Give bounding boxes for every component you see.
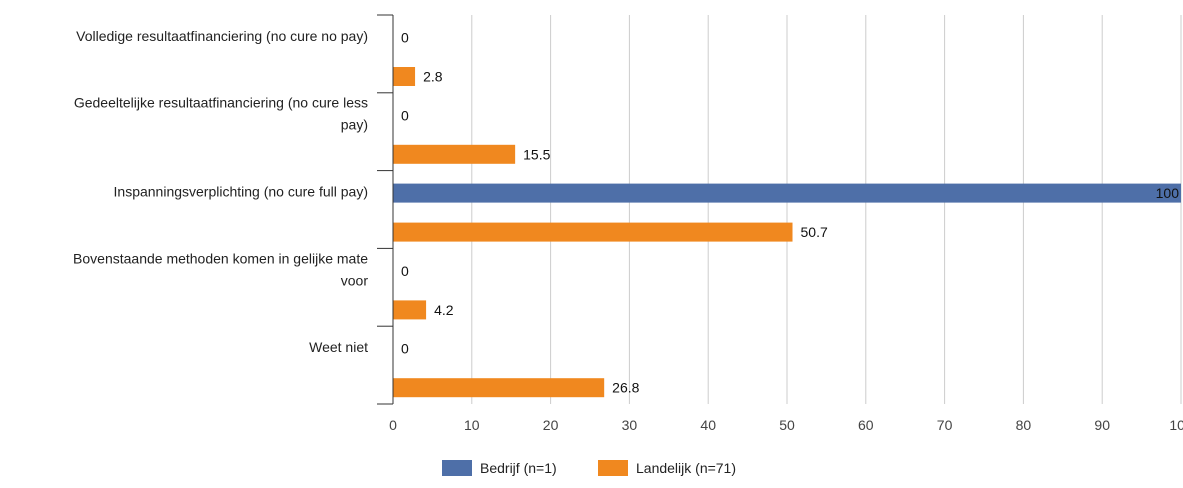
data-label: 100 (1156, 185, 1180, 201)
category-label: Gedeeltelijke resultaatfinanciering (no … (74, 95, 368, 111)
bar (393, 67, 416, 86)
category-label: Weet niet (309, 339, 368, 355)
legend-label: Bedrijf (n=1) (480, 460, 557, 476)
axes (377, 14, 394, 405)
category-label: Bovenstaande methoden komen in gelijke m… (73, 250, 368, 266)
bar (393, 222, 793, 242)
legend: Bedrijf (n=1) Landelijk (n=71) (442, 460, 736, 476)
x-tick-label: 0 (389, 417, 397, 433)
x-tick-label: 80 (1016, 417, 1032, 433)
bar (393, 144, 516, 164)
x-tick-label: 100 (1169, 417, 1183, 433)
x-tick-label: 60 (858, 417, 874, 433)
legend-swatch (442, 460, 472, 476)
data-label: 0 (401, 107, 409, 123)
category-label: voor (341, 272, 369, 288)
bar (393, 300, 427, 320)
legend-swatch (598, 460, 628, 476)
legend-label: Landelijk (n=71) (636, 460, 736, 476)
category-label: pay) (341, 117, 368, 133)
x-tick-label: 30 (622, 417, 638, 433)
x-tick-labels: 0 10 20 30 40 50 60 70 80 90 100 (389, 417, 1183, 433)
data-label: 0 (401, 263, 409, 279)
x-tick-label: 90 (1094, 417, 1110, 433)
x-tick-label: 70 (937, 417, 953, 433)
x-tick-label: 10 (464, 417, 480, 433)
data-label: 2.8 (423, 69, 443, 85)
category-label: Volledige resultaatfinanciering (no cure… (76, 28, 368, 44)
category-label: Inspanningsverplichting (no cure full pa… (114, 184, 368, 200)
data-label: 50.7 (801, 224, 828, 240)
data-label: 15.5 (523, 146, 550, 162)
data-label: 0 (401, 30, 409, 46)
x-tick-label: 50 (779, 417, 795, 433)
category-labels: Volledige resultaatfinanciering (no cure… (73, 28, 368, 355)
data-label: 0 (401, 341, 409, 357)
x-tick-label: 20 (543, 417, 559, 433)
data-label: 26.8 (612, 380, 639, 396)
gridlines (471, 15, 1182, 404)
bar (393, 183, 1181, 203)
data-label: 4.2 (434, 302, 454, 318)
bar (393, 378, 605, 398)
bars: 0 0 100 0 0 2.8 15.5 50.7 4.2 26.8 (393, 30, 1181, 398)
x-tick-label: 40 (700, 417, 716, 433)
